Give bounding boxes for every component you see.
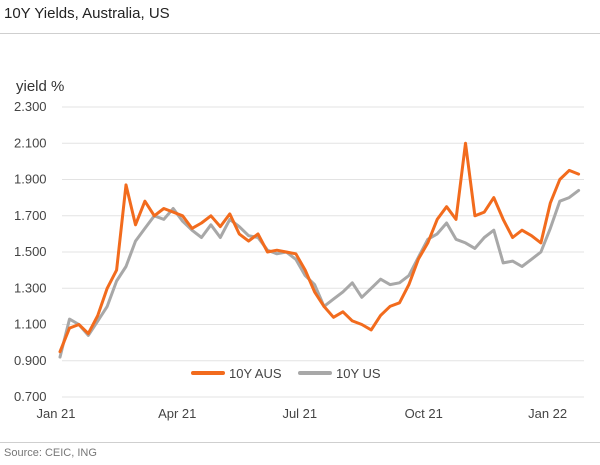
source-note: Source: CEIC, ING [4,447,97,459]
y-axis-label: yield % [16,78,64,95]
legend: 10Y AUS 10Y US [191,366,381,381]
legend-label: 10Y US [336,366,381,381]
y-tick-label: 0.900 [14,353,47,368]
series-line-aus [58,141,581,354]
legend-label: 10Y AUS [229,366,282,381]
y-tick-label: 2.100 [14,135,47,150]
y-tick-label: 1.300 [14,280,47,295]
series-lines [58,141,581,359]
x-tick-labels: Jan 21 Apr 21 Jul 21 Oct 21 Jan 22 [36,406,567,421]
y-tick-label: 0.700 [14,389,47,404]
bottom-divider [0,442,600,443]
x-tick-label: Apr 21 [158,406,196,421]
x-tick-label: Jul 21 [282,406,317,421]
x-tick-label: Oct 21 [405,406,443,421]
chart-title: 10Y Yields, Australia, US [4,5,170,22]
series-line-us [58,188,581,359]
x-tick-label: Jan 21 [36,406,75,421]
y-tick-label: 2.300 [14,99,47,114]
y-tick-label: 1.100 [14,317,47,332]
gridlines [62,106,584,398]
top-divider [0,33,600,34]
y-tick-label: 1.500 [14,244,47,259]
y-tick-label: 1.700 [14,208,47,223]
y-tick-labels: 0.700 0.900 1.100 1.300 1.500 1.700 1.900 2.100… [14,99,47,404]
x-tick-label: Jan 22 [528,406,567,421]
y-tick-label: 1.900 [14,172,47,187]
